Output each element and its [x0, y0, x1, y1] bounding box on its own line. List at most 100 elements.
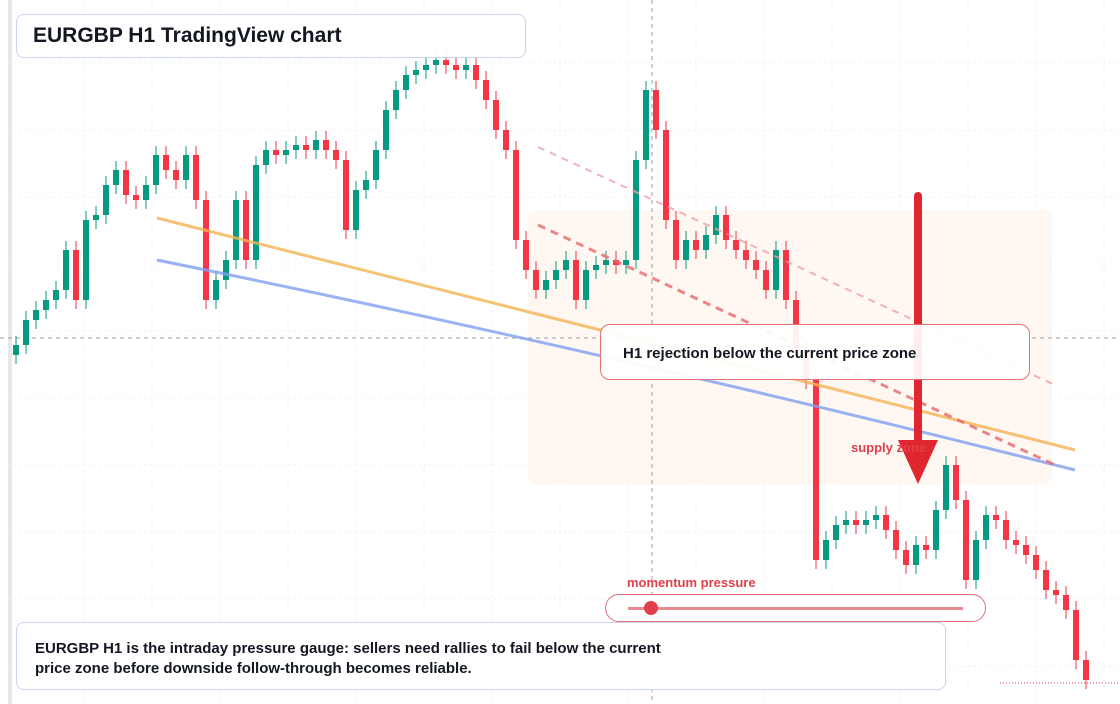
- body: [623, 260, 629, 265]
- body: [863, 520, 869, 525]
- body: [153, 155, 159, 185]
- body: [263, 150, 269, 165]
- body: [603, 260, 609, 265]
- body: [213, 280, 219, 300]
- body: [823, 540, 829, 560]
- body: [643, 90, 649, 160]
- title: EURGBP H1 TradingView chart: [16, 14, 526, 58]
- body: [883, 515, 889, 530]
- body: [443, 60, 449, 65]
- body: [343, 160, 349, 230]
- arrow-head: [898, 440, 938, 484]
- body: [83, 220, 89, 300]
- body: [763, 270, 769, 290]
- body: [503, 130, 509, 150]
- body: [813, 380, 819, 560]
- body: [363, 180, 369, 190]
- body: [233, 200, 239, 260]
- body: [873, 515, 879, 520]
- body: [783, 250, 789, 300]
- note-text: EURGBP H1 is the intraday pressure gauge…: [35, 640, 661, 677]
- body: [1083, 660, 1089, 680]
- gauge-track: [628, 607, 963, 610]
- body: [1033, 555, 1039, 570]
- body: [653, 90, 659, 130]
- body: [33, 310, 39, 320]
- body: [193, 155, 199, 200]
- body: [693, 240, 699, 250]
- body: [1003, 520, 1009, 540]
- body: [923, 545, 929, 550]
- body: [743, 250, 749, 260]
- momentum-gauge: [605, 594, 986, 622]
- body: [543, 280, 549, 290]
- body: [853, 520, 859, 525]
- body: [573, 260, 579, 300]
- body: [463, 65, 469, 70]
- body: [1013, 540, 1019, 545]
- body: [323, 140, 329, 150]
- body: [1063, 595, 1069, 610]
- body: [973, 540, 979, 580]
- body: [673, 220, 679, 260]
- body: [933, 510, 939, 550]
- body: [223, 260, 229, 280]
- body: [253, 165, 259, 260]
- body: [113, 170, 119, 185]
- body: [43, 300, 49, 310]
- body: [713, 215, 719, 235]
- body: [903, 550, 909, 565]
- body: [943, 465, 949, 510]
- body: [1043, 570, 1049, 590]
- body: [753, 260, 759, 270]
- body: [183, 155, 189, 180]
- body: [1073, 610, 1079, 660]
- note: EURGBP H1 is the intraday pressure gauge…: [16, 622, 946, 690]
- body: [633, 160, 639, 260]
- body: [513, 150, 519, 240]
- body: [433, 60, 439, 65]
- body: [493, 100, 499, 130]
- body: [143, 185, 149, 200]
- body: [843, 520, 849, 525]
- body: [353, 190, 359, 230]
- body: [273, 150, 279, 155]
- body: [533, 270, 539, 290]
- body: [593, 265, 599, 270]
- body: [313, 140, 319, 150]
- body: [93, 215, 99, 220]
- body: [953, 465, 959, 500]
- body: [373, 150, 379, 180]
- body: [403, 75, 409, 90]
- body: [473, 65, 479, 80]
- gauge-knob: [644, 601, 658, 615]
- body: [453, 65, 459, 70]
- body: [413, 70, 419, 75]
- supply-label: supply zone: [851, 440, 927, 455]
- body: [283, 150, 289, 155]
- body: [893, 530, 899, 550]
- body: [483, 80, 489, 100]
- body: [703, 235, 709, 250]
- body: [133, 195, 139, 200]
- body: [683, 240, 689, 260]
- body: [163, 155, 169, 170]
- body: [73, 250, 79, 300]
- body: [203, 200, 209, 300]
- body: [1053, 590, 1059, 595]
- body: [523, 240, 529, 270]
- body: [563, 260, 569, 270]
- body: [723, 215, 729, 240]
- body: [1023, 545, 1029, 555]
- body: [63, 250, 69, 290]
- body: [13, 345, 19, 355]
- body: [333, 150, 339, 160]
- rejection-callout: H1 rejection below the current price zon…: [600, 324, 1030, 380]
- body: [123, 170, 129, 195]
- body: [53, 290, 59, 300]
- body: [773, 250, 779, 290]
- body: [983, 515, 989, 540]
- body: [243, 200, 249, 260]
- body: [393, 90, 399, 110]
